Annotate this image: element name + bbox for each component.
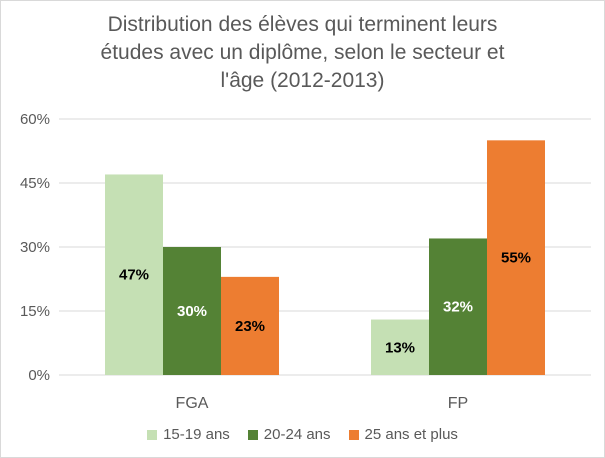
y-tick-label: 15% (20, 303, 50, 320)
data-label: 23% (235, 318, 265, 335)
bar-fga-1 (163, 247, 221, 375)
bar-fga-2 (221, 276, 279, 375)
legend-swatch-20-24 (247, 429, 258, 440)
legend-item-15-19: 15-19 ans (147, 426, 230, 443)
legend-label-25-plus: 25 ans et plus (364, 426, 458, 443)
legend-item-20-24: 20-24 ans (247, 426, 331, 443)
data-label: 30% (177, 303, 207, 320)
chart-title-line-3: l'âge (2012-2013) (220, 69, 385, 92)
y-tick-label: 60% (20, 111, 50, 128)
bar-fp-2 (487, 140, 545, 375)
legend-swatch-25-plus (348, 429, 359, 440)
y-tick-label: 30% (20, 239, 50, 256)
legend-swatch-15-19 (147, 429, 158, 440)
x-category-label: FGA (176, 395, 209, 412)
bar-fga-0 (105, 174, 163, 375)
y-tick-label: 45% (20, 175, 50, 192)
chart-title-line-1: Distribution des élèves qui terminent le… (107, 13, 498, 36)
legend-label-20-24: 20-24 ans (263, 426, 331, 443)
data-label: 13% (385, 339, 415, 356)
chart-title: Distribution des élèves qui terminent le… (1, 11, 604, 95)
legend-label-15-19: 15-19 ans (163, 426, 230, 443)
chart-title-line-2: études avec un diplôme, selon le secteur… (100, 41, 505, 64)
y-tick-label: 0% (28, 367, 50, 384)
x-category-label: FP (448, 395, 468, 412)
data-label: 55% (501, 250, 531, 267)
bar-fp-0 (371, 319, 429, 375)
legend-item-25-plus: 25 ans et plus (348, 426, 458, 443)
bar-fp-1 (429, 238, 487, 375)
legend: 15-19 ans 20-24 ans 25 ans et plus (1, 426, 604, 443)
data-label: 32% (443, 299, 473, 316)
data-label: 47% (119, 267, 149, 284)
